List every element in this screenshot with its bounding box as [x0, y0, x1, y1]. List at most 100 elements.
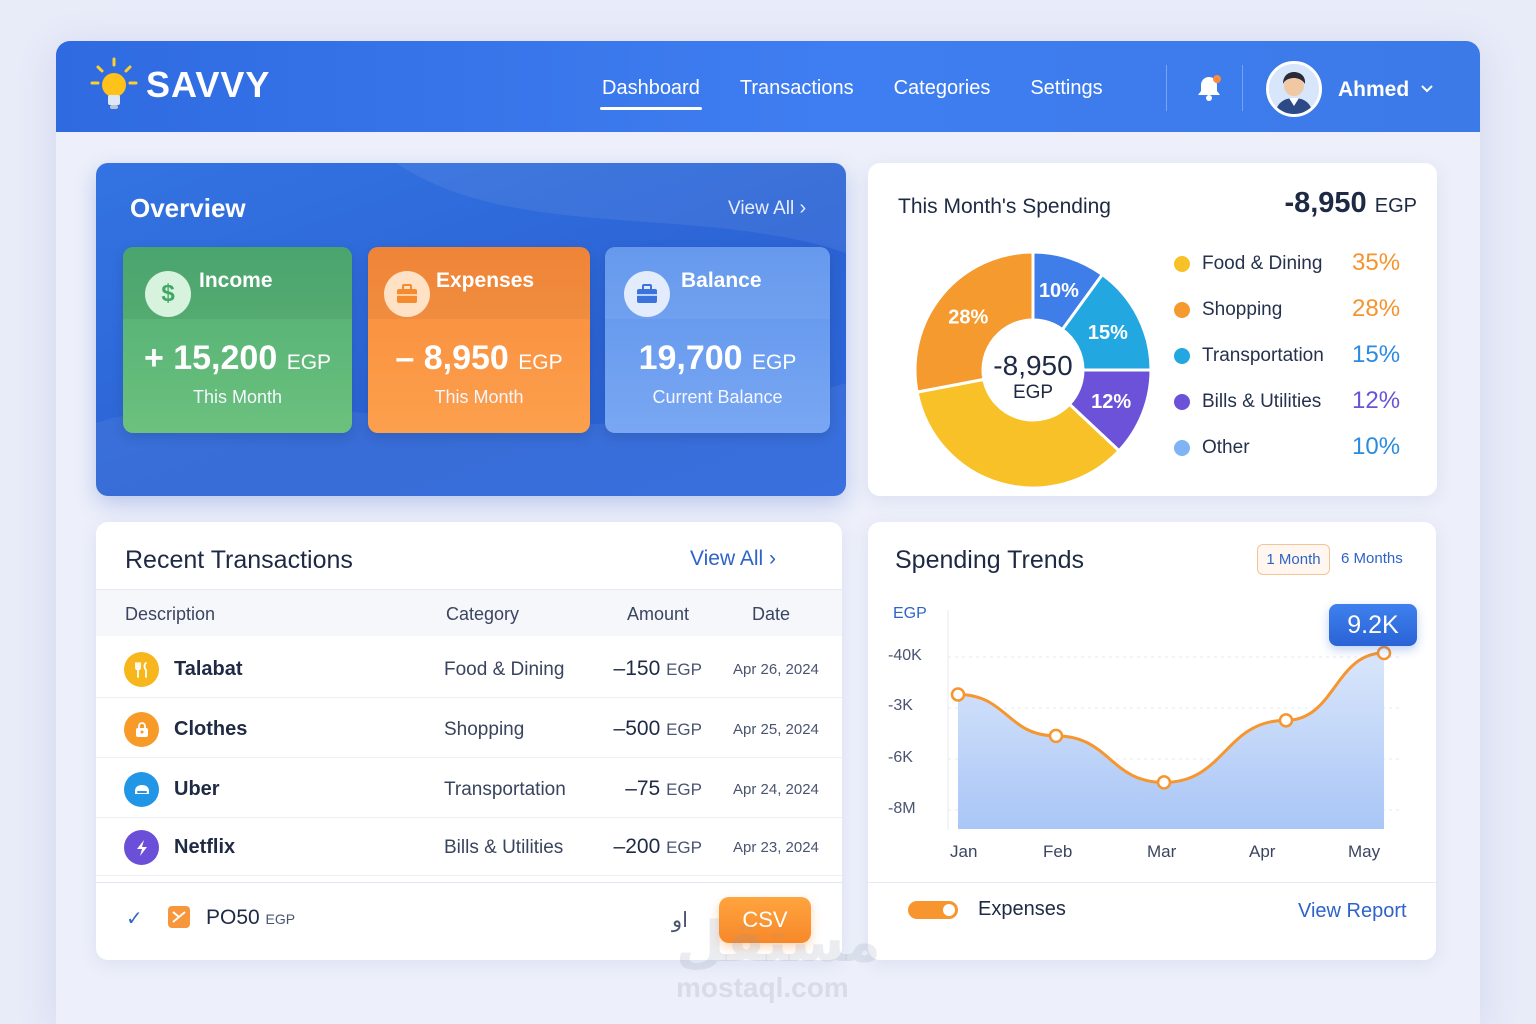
divider — [868, 882, 1436, 883]
view-report-link[interactable]: View Report — [1298, 900, 1407, 922]
legend-percent: 10% — [1352, 433, 1401, 460]
legend-dot — [1174, 440, 1190, 456]
y-tick: -6K — [888, 749, 913, 766]
y-tick: -3K — [888, 697, 913, 714]
tab-1-month[interactable]: 1 Month — [1257, 544, 1330, 575]
peak-value-badge: 9.2K — [1329, 604, 1417, 646]
divider — [96, 589, 842, 590]
transaction-name: Talabat — [174, 658, 243, 680]
legend-item[interactable]: Other — [1174, 437, 1250, 459]
spending-title: This Month's Spending — [898, 195, 1111, 218]
donut-hole — [983, 320, 1083, 420]
col-description: Description — [125, 604, 216, 624]
y-axis-unit: EGP — [893, 605, 927, 622]
legend-dot — [1174, 394, 1190, 410]
transaction-category: Bills & Utilities — [444, 837, 564, 858]
legend-dot — [1174, 302, 1190, 318]
lightbulb-icon — [90, 57, 138, 109]
spending-trend-chart — [947, 610, 1403, 830]
table-row[interactable]: Clothes Shopping –500 EGP Apr 25, 2024 — [96, 700, 842, 758]
legend-label: Other — [1202, 437, 1250, 458]
nav-transactions[interactable]: Transactions — [739, 77, 854, 99]
watermark-site: mostaql.com — [676, 972, 849, 1003]
overview-view-all-label: View All — [728, 198, 795, 219]
export-csv-button[interactable]: CSV — [719, 897, 811, 943]
donut-slice-label: 15% — [1088, 322, 1128, 344]
col-date: Date — [752, 604, 791, 624]
transaction-amount: –500 EGP — [613, 717, 702, 740]
chevron-right-icon: › — [799, 197, 807, 219]
legend-item[interactable]: Shopping — [1174, 299, 1282, 321]
transaction-name: Clothes — [174, 718, 248, 740]
overview-view-all-link[interactable]: View All › — [728, 197, 806, 220]
legend-dot — [1174, 348, 1190, 364]
arabic-label: او — [672, 909, 688, 932]
spending-trends-card: Spending Trends 1 Month 6 Months EGP -40… — [868, 522, 1436, 960]
trends-title: Spending Trends — [895, 546, 1085, 574]
table-row[interactable]: Talabat Food & Dining –150 EGP Apr 26, 2… — [96, 640, 842, 698]
legend-item[interactable]: Bills & Utilities — [1174, 391, 1321, 413]
table-row[interactable]: Uber Transportation –75 EGP Apr 24, 2024 — [96, 760, 842, 818]
donut-center-label: -8,950 EGP — [969, 350, 1097, 404]
logo[interactable]: SAVVY — [90, 57, 270, 113]
income-subtitle: This Month — [192, 387, 283, 407]
col-category: Category — [446, 604, 520, 624]
legend-item[interactable]: Transportation — [1174, 345, 1324, 367]
nav-dashboard[interactable]: Dashboard — [600, 77, 702, 110]
expenses-subtitle: This Month — [434, 387, 524, 407]
transaction-date: Apr 26, 2024 — [733, 661, 819, 678]
balance-card[interactable]: Balance 19,700 EGP Current Balance — [605, 247, 830, 433]
divider — [96, 882, 842, 883]
donut-slice-label: 10% — [1039, 280, 1079, 302]
avatar[interactable] — [1266, 61, 1322, 117]
chevron-down-icon[interactable] — [1420, 81, 1434, 100]
legend-percent: 12% — [1352, 387, 1401, 414]
x-tick: Jan — [950, 842, 978, 861]
expenses-card[interactable]: Expenses – 8,950 EGP This Month — [368, 247, 590, 433]
legend-percent: 35% — [1352, 249, 1401, 276]
nav-categories[interactable]: Categories — [893, 77, 991, 99]
trend-point[interactable] — [1156, 775, 1172, 790]
expenses-toggle[interactable] — [908, 901, 958, 919]
car-icon — [124, 772, 159, 807]
user-portrait-icon — [1269, 64, 1319, 114]
income-label: Income — [199, 269, 273, 292]
income-card[interactable]: $ Income + 15,200 EGP This Month — [123, 247, 352, 433]
transaction-category: Shopping — [444, 719, 525, 740]
nav-settings[interactable]: Settings — [1030, 77, 1103, 99]
fork-knife-icon — [124, 652, 159, 687]
header-divider — [1166, 65, 1167, 111]
transaction-amount: –150 EGP — [613, 657, 702, 680]
donut-center-value: -8,950 — [993, 350, 1073, 381]
shopping-bag-icon — [124, 712, 159, 747]
transactions-view-all-link[interactable]: View All › — [690, 547, 776, 571]
legend-expenses: Expenses — [978, 898, 1066, 920]
legend-item[interactable]: Food & Dining — [1174, 253, 1322, 275]
app-window: SAVVY Dashboard Transactions Categories … — [56, 41, 1480, 1024]
transaction-category: Transportation — [444, 779, 566, 800]
bell-icon[interactable] — [1194, 73, 1224, 103]
user-name[interactable]: Ahmed — [1338, 78, 1410, 101]
income-card-header: $ Income — [123, 247, 352, 319]
trend-point[interactable] — [950, 687, 966, 702]
spending-total: -8,950 EGP — [1284, 187, 1417, 219]
expenses-label: Expenses — [436, 269, 535, 292]
recent-transactions-card: Recent Transactions View All › Descripti… — [96, 522, 842, 960]
trend-point[interactable] — [1278, 713, 1294, 728]
transaction-name: Netflix — [174, 836, 236, 858]
checkmark-icon[interactable]: ✓ — [126, 908, 143, 930]
trend-point[interactable] — [1376, 645, 1392, 661]
watermark-arabic: مستقل — [676, 910, 881, 975]
legend-label: Bills & Utilities — [1202, 391, 1322, 412]
coupon-icon — [168, 906, 190, 928]
expenses-value: – 8,950 EGP — [395, 339, 563, 377]
transactions-view-all-label: View All — [690, 547, 764, 570]
y-tick: -40K — [888, 647, 922, 664]
table-row[interactable]: Netflix Bills & Utilities –200 EGP Apr 2… — [96, 818, 842, 876]
tab-6-months[interactable]: 6 Months — [1341, 550, 1403, 567]
x-tick: May — [1348, 842, 1381, 861]
balance-label: Balance — [681, 269, 762, 292]
balance-card-header: Balance — [605, 247, 830, 319]
trend-point[interactable] — [1048, 728, 1064, 744]
x-tick: Apr — [1249, 842, 1276, 861]
